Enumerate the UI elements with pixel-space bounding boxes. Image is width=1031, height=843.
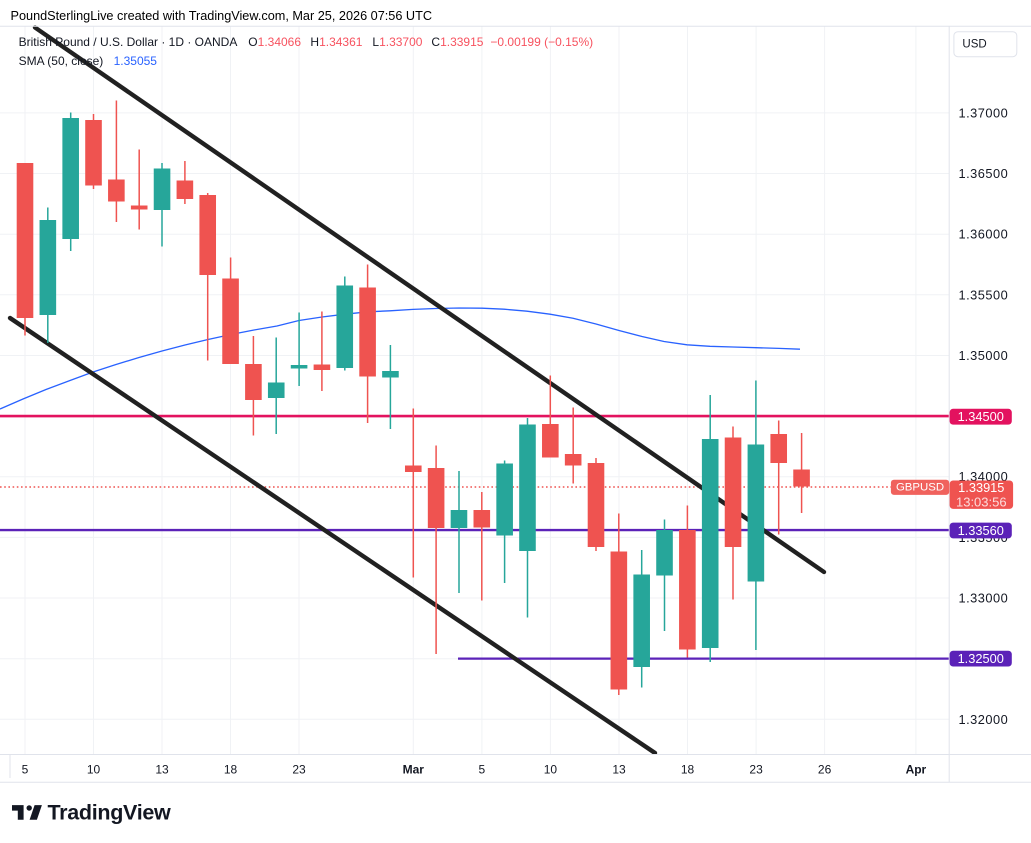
- svg-text:−0.00199 (−0.15%): −0.00199 (−0.15%): [490, 35, 593, 49]
- svg-text:18: 18: [681, 763, 695, 777]
- svg-text:PoundSterlingLive created with: PoundSterlingLive created with TradingVi…: [11, 9, 433, 23]
- svg-text:O1.34066: O1.34066: [248, 35, 301, 49]
- svg-text:British Pound / U.S. Dollar ·: British Pound / U.S. Dollar · 1D · OANDA: [19, 35, 238, 49]
- svg-text:1.37000: 1.37000: [959, 105, 1009, 120]
- svg-text:L1.33700: L1.33700: [372, 35, 422, 49]
- svg-text:1.32500: 1.32500: [958, 651, 1004, 666]
- svg-text:10: 10: [87, 763, 101, 777]
- svg-text:5: 5: [479, 763, 486, 777]
- svg-text:1.33915: 1.33915: [958, 480, 1004, 495]
- svg-text:C1.33915: C1.33915: [431, 35, 483, 49]
- svg-text:1.35000: 1.35000: [959, 348, 1009, 363]
- svg-text:1.34000: 1.34000: [959, 469, 1009, 484]
- svg-text:23: 23: [292, 763, 306, 777]
- svg-text:1.33000: 1.33000: [959, 591, 1009, 606]
- svg-text:1.36500: 1.36500: [959, 166, 1009, 181]
- svg-text:H1.34361: H1.34361: [310, 35, 362, 49]
- svg-text:5: 5: [22, 763, 29, 777]
- svg-text:1.36000: 1.36000: [959, 227, 1009, 242]
- svg-text:1.35500: 1.35500: [959, 287, 1009, 302]
- svg-text:Mar: Mar: [403, 763, 425, 777]
- svg-text:GBPUSD: GBPUSD: [896, 482, 944, 494]
- svg-text:1.33560: 1.33560: [958, 523, 1004, 538]
- svg-text:23: 23: [749, 763, 763, 777]
- svg-text:1.35055: 1.35055: [114, 54, 158, 68]
- svg-text:TradingView: TradingView: [48, 801, 172, 825]
- svg-text:USD: USD: [962, 39, 986, 51]
- svg-text:26: 26: [818, 763, 832, 777]
- svg-text:SMA (50, close): SMA (50, close): [19, 54, 104, 68]
- svg-text:13: 13: [612, 763, 626, 777]
- svg-text:Apr: Apr: [906, 763, 927, 777]
- svg-text:1.34500: 1.34500: [958, 409, 1004, 424]
- svg-text:18: 18: [224, 763, 238, 777]
- svg-text:1.32000: 1.32000: [959, 712, 1009, 727]
- svg-text:13:03:56: 13:03:56: [956, 494, 1007, 509]
- svg-text:13: 13: [155, 763, 169, 777]
- svg-text:10: 10: [544, 763, 558, 777]
